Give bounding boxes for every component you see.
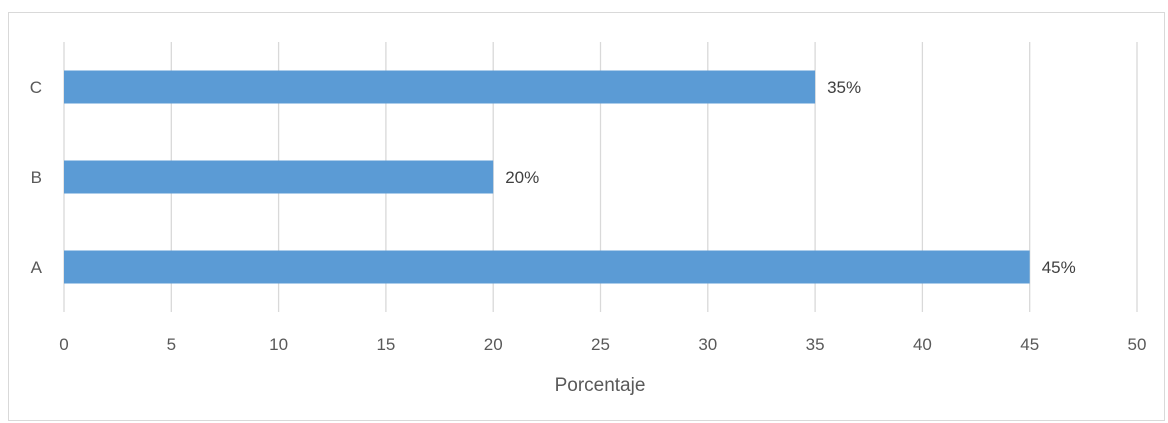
x-tick-label: 10 bbox=[269, 335, 288, 354]
bar-a bbox=[64, 250, 1030, 284]
x-tick-label: 30 bbox=[698, 335, 717, 354]
x-tick-label: 20 bbox=[484, 335, 503, 354]
x-tick-label: 0 bbox=[59, 335, 68, 354]
x-tick-label: 15 bbox=[376, 335, 395, 354]
labels: 0 5 10 15 20 25 30 35 40 45 50 A 45% B 20% C 35% bbox=[30, 78, 1147, 354]
x-tick-label: 40 bbox=[913, 335, 932, 354]
y-category-label: C bbox=[30, 78, 42, 97]
x-tick-label: 25 bbox=[591, 335, 610, 354]
data-label: 20% bbox=[505, 168, 539, 187]
x-axis-title: Porcentaje bbox=[555, 375, 646, 396]
y-category-label: A bbox=[31, 258, 43, 277]
x-tick-label: 50 bbox=[1128, 335, 1147, 354]
x-tick-label: 35 bbox=[806, 335, 825, 354]
x-tick-label: 45 bbox=[1020, 335, 1039, 354]
data-label: 45% bbox=[1042, 258, 1076, 277]
bar-c bbox=[64, 70, 816, 104]
x-tick-label: 5 bbox=[167, 335, 176, 354]
data-label: 35% bbox=[827, 78, 861, 97]
bar-b bbox=[64, 160, 494, 194]
y-category-label: B bbox=[31, 168, 42, 187]
bars bbox=[64, 70, 1030, 284]
